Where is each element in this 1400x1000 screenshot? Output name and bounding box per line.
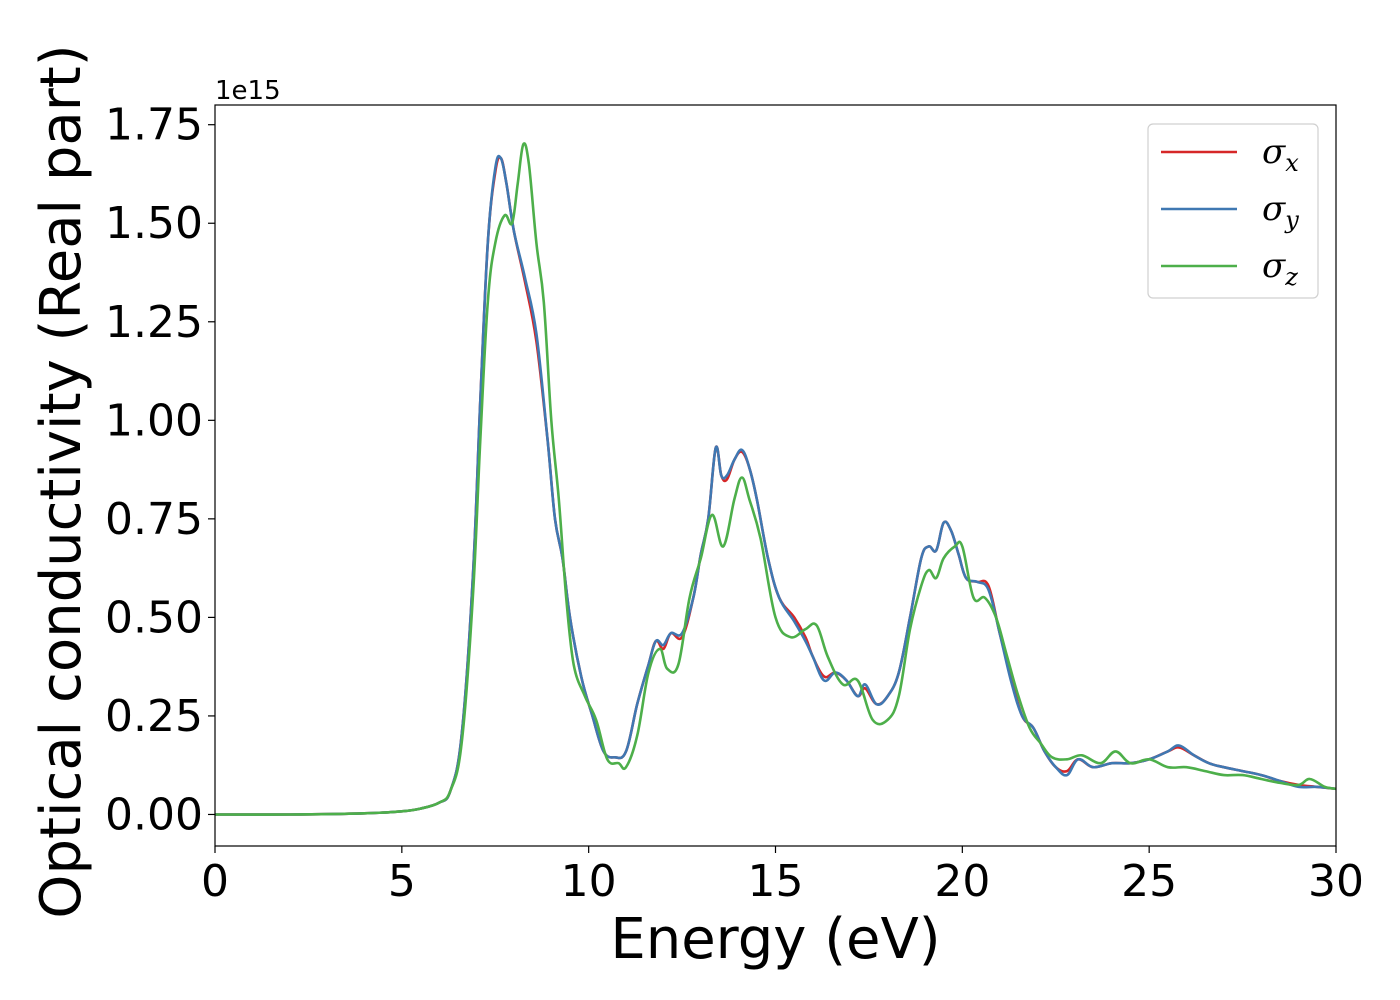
legend-box	[1147, 123, 1319, 299]
x-tick-label: 25	[1121, 856, 1177, 907]
x-tick-label: 15	[748, 856, 804, 907]
y-tick-label: 0.50	[105, 592, 203, 643]
x-tick-label: 30	[1308, 856, 1364, 907]
legend-label-y: σy	[1262, 189, 1299, 234]
x-tick-label: 20	[934, 856, 990, 907]
y-tick-label: 0.25	[105, 691, 203, 742]
y-tick-label: 1.25	[105, 297, 203, 348]
series-line-z	[215, 142, 1336, 816]
y-axis-label: Optical conductivity (Real part)	[29, 44, 94, 918]
x-tick-label: 0	[201, 856, 229, 907]
y-tick-label: 1.50	[105, 198, 203, 249]
y-offset-label: 1e15	[215, 76, 281, 106]
legend-label-z: σz	[1262, 246, 1298, 291]
legend: σx σy σz	[1147, 123, 1319, 299]
legend-label-x: σx	[1262, 132, 1299, 177]
x-tick-label: 5	[388, 856, 416, 907]
y-tick-label: 0.75	[105, 494, 203, 545]
y-tick-label: 1.00	[105, 395, 203, 446]
x-axis: 0 5 10 15 20 25 30	[201, 846, 1364, 907]
series-line-y	[215, 154, 1336, 816]
y-tick-label: 1.75	[105, 100, 203, 151]
x-axis-label: Energy (eV)	[610, 907, 940, 972]
series-layer	[215, 142, 1336, 816]
x-tick-label: 10	[561, 856, 617, 907]
y-axis: 0.00 0.25 0.50 0.75 1.00 1.25 1.50 1.75	[105, 100, 215, 840]
y-tick-label: 0.00	[105, 789, 203, 840]
